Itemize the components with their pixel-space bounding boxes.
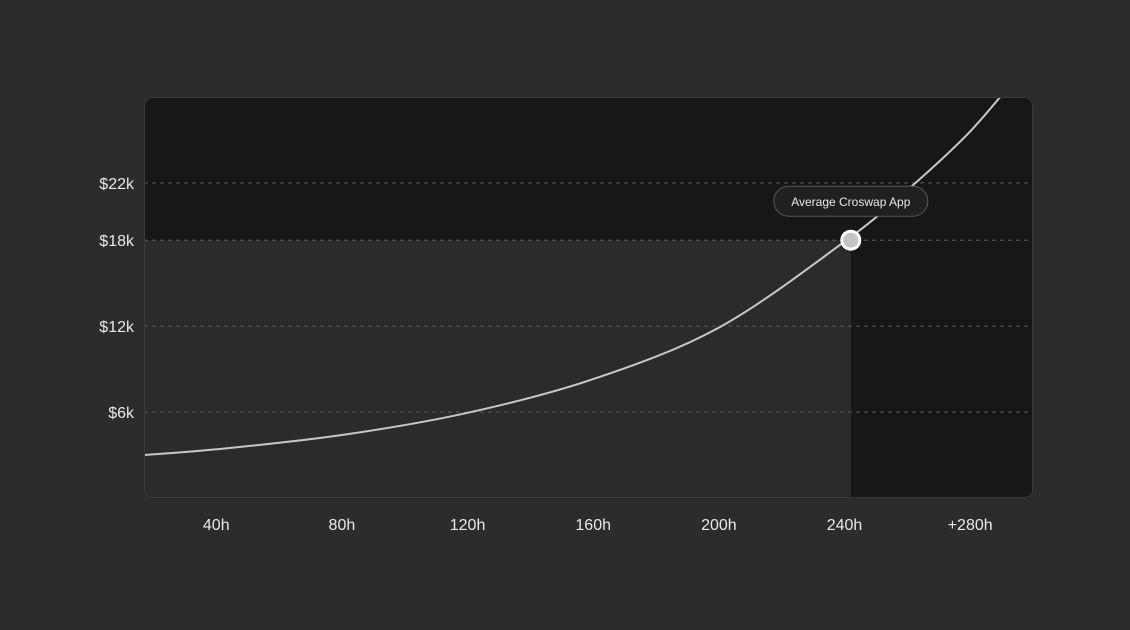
- highlight-point[interactable]: [840, 229, 862, 251]
- y-tick-label: $12k: [99, 319, 135, 336]
- x-tick-label: 200h: [701, 517, 737, 534]
- x-tick-label: 240h: [827, 517, 863, 534]
- x-axis-ticks: 40h 80h 120h 160h 200h 240h +280h: [203, 517, 993, 534]
- highlight-label: Average Croswap App: [791, 195, 911, 209]
- x-tick-label: 120h: [450, 517, 486, 534]
- y-axis-ticks: $6k $12k $18k $22k: [99, 176, 135, 422]
- x-tick-label: 160h: [575, 517, 611, 534]
- highlight-area: [144, 240, 851, 498]
- highlight-callout: [773, 185, 929, 217]
- x-tick-label: 40h: [203, 517, 230, 534]
- x-tick-label: 80h: [329, 517, 356, 534]
- plot-border: [144, 97, 1033, 498]
- x-tick-label: +280h: [948, 517, 993, 534]
- y-tick-label: $6k: [108, 405, 135, 422]
- highlight-annotation: Average Croswap App: [773, 185, 929, 251]
- y-tick-label: $22k: [99, 176, 135, 193]
- y-tick-label: $18k: [99, 233, 135, 250]
- series-line: [144, 97, 1025, 456]
